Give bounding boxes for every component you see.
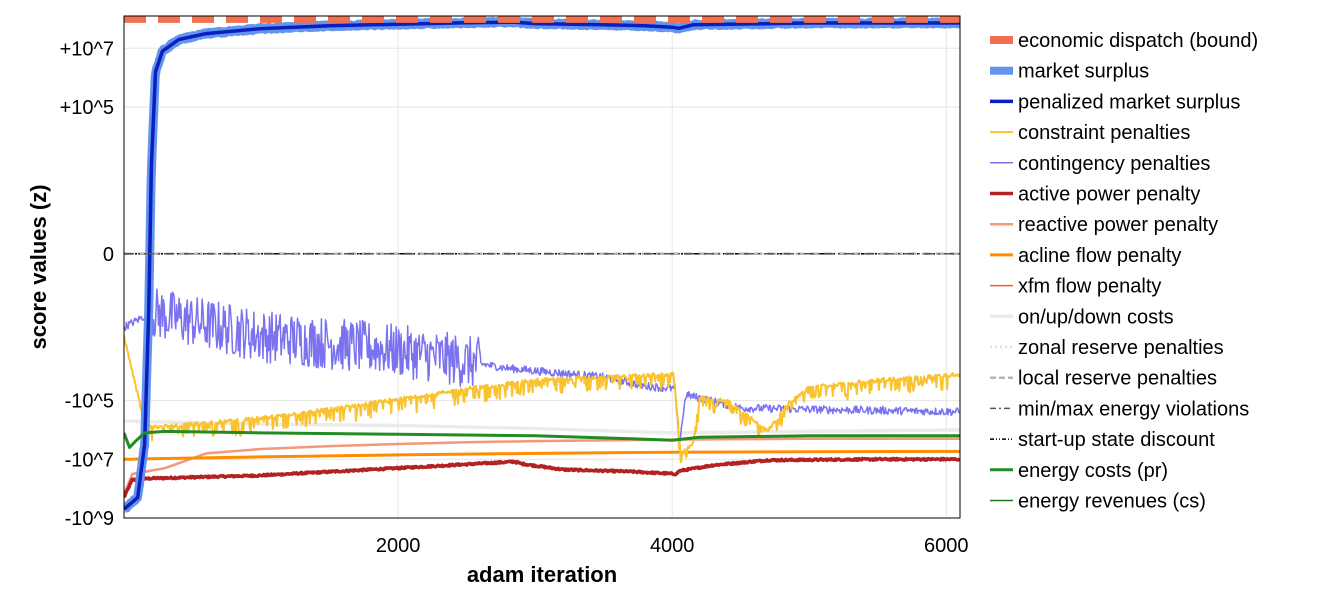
x-tick-label: 4000 [650, 535, 695, 557]
x-tick-label: 6000 [924, 535, 969, 557]
legend-label: economic dispatch (bound) [1018, 30, 1258, 52]
x-axis-title: adam iteration [467, 562, 617, 587]
series-line-6 [124, 437, 960, 495]
series-line-14 [124, 429, 960, 449]
legend-label: local reserve penalties [1018, 368, 1217, 390]
series-line-5 [124, 456, 960, 499]
legend-label: min/max energy violations [1018, 398, 1249, 420]
y-tick-label: -10^7 [65, 449, 114, 471]
axis-ticks: 2000 4000 6000 +10^7 +10^5 0 -10^5 -10^7 -10^9 [60, 38, 969, 557]
series-line-2 [124, 20, 960, 511]
y-tick-label: +10^5 [60, 97, 114, 119]
legend-label: constraint penalties [1018, 122, 1190, 144]
y-axis-title: score values (z) [26, 184, 51, 349]
x-tick-label: 2000 [376, 535, 421, 557]
legend: economic dispatch (bound) market surplus p… [990, 30, 1258, 513]
legend-label: contingency penalties [1018, 153, 1210, 175]
legend-label: zonal reserve penalties [1018, 337, 1224, 359]
y-tick-label: -10^9 [65, 508, 114, 530]
series-line-7 [124, 449, 960, 461]
plot-frame [123, 15, 961, 519]
series-line-3 [124, 335, 960, 464]
legend-label: penalized market surplus [1018, 91, 1240, 113]
plot-area [124, 16, 960, 518]
legend-label: reactive power penalty [1018, 214, 1218, 236]
y-tick-label: 0 [103, 244, 114, 266]
legend-label: energy costs (pr) [1018, 460, 1168, 482]
legend-label: start-up state discount [1018, 429, 1215, 451]
y-tick-label: -10^5 [65, 391, 114, 413]
y-tick-label: +10^7 [60, 38, 114, 60]
legend-label: acline flow penalty [1018, 245, 1181, 267]
legend-label: xfm flow penalty [1018, 276, 1161, 298]
legend-label: market surplus [1018, 61, 1149, 83]
series-lines [124, 16, 960, 513]
legend-label: active power penalty [1018, 184, 1200, 206]
legend-label: energy revenues (cs) [1018, 491, 1206, 513]
series-line-4 [124, 288, 960, 443]
legend-label: on/up/down costs [1018, 306, 1174, 328]
